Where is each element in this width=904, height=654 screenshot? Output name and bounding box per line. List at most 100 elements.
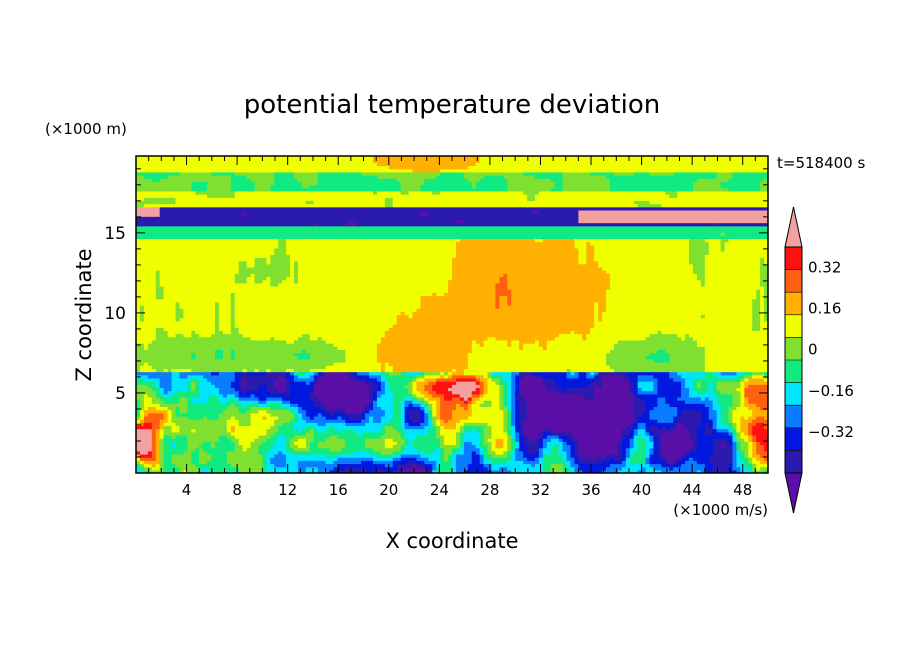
heatmap-cell bbox=[452, 390, 457, 395]
heatmap-cell bbox=[610, 409, 615, 414]
heatmap-cell bbox=[147, 415, 153, 420]
heatmap-cell bbox=[491, 466, 497, 471]
heatmap-cell bbox=[523, 390, 528, 395]
heatmap-cell bbox=[467, 406, 473, 411]
heatmap-cell bbox=[183, 422, 188, 427]
heatmap-cell bbox=[297, 460, 303, 465]
heatmap-cell bbox=[515, 374, 520, 379]
heatmap-cell bbox=[266, 406, 271, 411]
heatmap-cell bbox=[617, 441, 623, 446]
heatmap-cell bbox=[673, 406, 678, 411]
heatmap-cell bbox=[246, 457, 252, 461]
heatmap-cell bbox=[380, 431, 386, 436]
heatmap-cell bbox=[345, 406, 350, 411]
heatmap-cell bbox=[353, 400, 358, 404]
heatmap-cell bbox=[704, 438, 710, 442]
heatmap-cell bbox=[748, 393, 753, 398]
heatmap-cell bbox=[704, 434, 710, 439]
heatmap-cell bbox=[696, 381, 702, 385]
heatmap-cell bbox=[333, 381, 339, 385]
heatmap-cell bbox=[527, 438, 532, 442]
heatmap-cell bbox=[337, 419, 342, 423]
heatmap-cell bbox=[700, 403, 706, 408]
heatmap-cell bbox=[546, 438, 552, 442]
heatmap-cell bbox=[621, 377, 627, 382]
heatmap-cell bbox=[728, 453, 734, 458]
heatmap-cell bbox=[598, 457, 603, 461]
heatmap-cell bbox=[226, 460, 232, 465]
heatmap-cell bbox=[554, 390, 560, 395]
heatmap-cell bbox=[519, 384, 524, 389]
heatmap-cell bbox=[590, 390, 595, 395]
heatmap-cell bbox=[436, 425, 441, 430]
heatmap-cell bbox=[700, 390, 706, 395]
heatmap-cell bbox=[266, 466, 271, 471]
heatmap-cell bbox=[321, 400, 327, 404]
heatmap-cell bbox=[598, 428, 603, 433]
heatmap-cell bbox=[475, 441, 481, 446]
heatmap-cell bbox=[163, 419, 169, 423]
heatmap-cell bbox=[724, 377, 730, 382]
heatmap-cell bbox=[266, 409, 271, 414]
heatmap-cell bbox=[428, 374, 433, 379]
heatmap-cell bbox=[471, 377, 477, 382]
heatmap-cell bbox=[404, 400, 410, 404]
heatmap-cell bbox=[203, 384, 208, 389]
heatmap-cell bbox=[491, 438, 497, 442]
heatmap-cell bbox=[230, 428, 236, 433]
heatmap-cell bbox=[558, 444, 564, 449]
heatmap-cell bbox=[685, 428, 690, 433]
heatmap-cell bbox=[645, 390, 651, 395]
heatmap-cell bbox=[661, 412, 666, 417]
heatmap-cell bbox=[578, 390, 583, 395]
heatmap-cell bbox=[704, 374, 710, 379]
heatmap-cell bbox=[392, 434, 398, 439]
heatmap-cell bbox=[424, 390, 429, 395]
heatmap-cell bbox=[305, 396, 311, 401]
heatmap-cell bbox=[246, 450, 252, 455]
heatmap-cell bbox=[503, 460, 508, 465]
heatmap-cell bbox=[669, 403, 674, 408]
heatmap-cell bbox=[685, 396, 690, 401]
heatmap-cell bbox=[487, 390, 493, 395]
heatmap-cell bbox=[167, 431, 173, 436]
heatmap-cell bbox=[463, 381, 469, 385]
heatmap-cell bbox=[436, 400, 441, 404]
heatmap-cell bbox=[278, 469, 283, 473]
heatmap-cell bbox=[550, 450, 556, 455]
heatmap-cell bbox=[341, 409, 346, 414]
heatmap-cell bbox=[459, 403, 465, 408]
heatmap-cell bbox=[222, 428, 228, 433]
heatmap-cell bbox=[578, 463, 583, 468]
heatmap-cell bbox=[388, 428, 394, 433]
heatmap-cell bbox=[258, 457, 263, 461]
heatmap-cell bbox=[139, 403, 145, 408]
heatmap-cell bbox=[380, 387, 386, 392]
heatmap-cell bbox=[669, 441, 674, 446]
heatmap-cell bbox=[215, 409, 220, 414]
heatmap-cell bbox=[143, 463, 149, 468]
heatmap-cell bbox=[215, 400, 220, 404]
heatmap-cell bbox=[376, 441, 382, 446]
heatmap-cell bbox=[203, 450, 208, 455]
heatmap-cell bbox=[657, 441, 662, 446]
heatmap-cell bbox=[669, 406, 674, 411]
heatmap-cell bbox=[211, 428, 216, 433]
heatmap-cell bbox=[290, 434, 295, 439]
heatmap-cell bbox=[286, 415, 291, 420]
heatmap-cell bbox=[191, 463, 196, 468]
heatmap-cell bbox=[432, 377, 437, 382]
heatmap-cell bbox=[736, 374, 741, 379]
heatmap-cell bbox=[179, 419, 184, 423]
heatmap-cell bbox=[159, 438, 165, 442]
heatmap-cell bbox=[380, 406, 386, 411]
heatmap-cell bbox=[305, 409, 311, 414]
heatmap-cell bbox=[467, 438, 473, 442]
heatmap-cell bbox=[452, 438, 457, 442]
heatmap-cell bbox=[455, 422, 461, 427]
heatmap-cell bbox=[136, 428, 141, 433]
heatmap-cell bbox=[195, 403, 200, 408]
heatmap-cell bbox=[384, 377, 390, 382]
heatmap-cell bbox=[222, 400, 228, 404]
heatmap-cell bbox=[215, 384, 220, 389]
